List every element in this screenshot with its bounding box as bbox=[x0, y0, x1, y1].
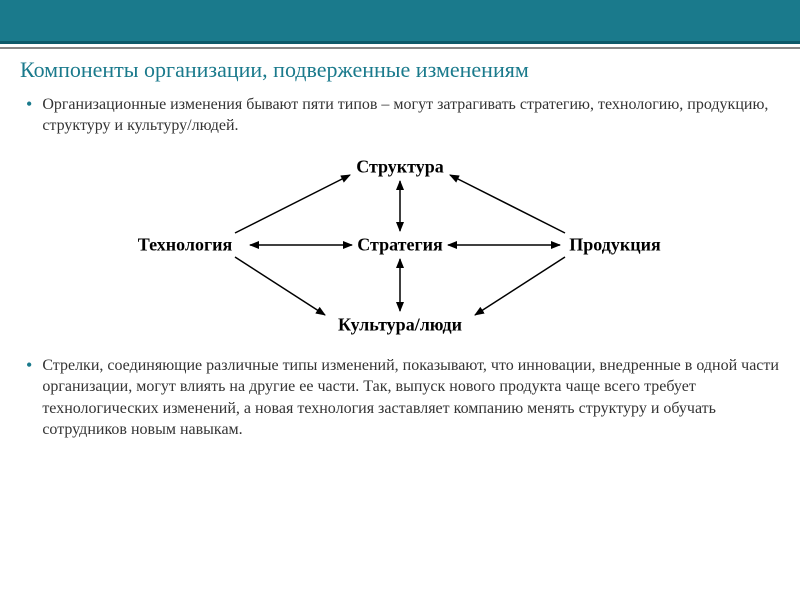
bullet-text-2: Стрелки, соединяющие различные типы изме… bbox=[42, 355, 780, 441]
bullet-item-2: • Стрелки, соединяющие различные типы из… bbox=[20, 355, 780, 441]
diagram-node-structure: Структура bbox=[356, 156, 444, 177]
diagram-edge bbox=[235, 175, 350, 233]
bullet-text-1: Организационные изменения бывают пяти ти… bbox=[42, 94, 780, 137]
diagram-container: Структура Технология Стратегия Продукция Кул… bbox=[20, 145, 780, 345]
diagram-edge bbox=[235, 257, 325, 315]
diagram-node-strategy: Стратегия bbox=[357, 234, 442, 255]
org-change-diagram: Структура Технология Стратегия Продукция Кул… bbox=[100, 145, 700, 345]
slide-content: Компоненты организации, подверженные изм… bbox=[0, 44, 800, 459]
diagram-node-culture: Культура/люди bbox=[338, 314, 462, 335]
slide-title: Компоненты организации, подверженные изм… bbox=[20, 56, 780, 84]
slide-header-bar bbox=[0, 0, 800, 44]
diagram-edge bbox=[450, 175, 565, 233]
diagram-edge bbox=[475, 257, 565, 315]
bullet-item-1: • Организационные изменения бывают пяти … bbox=[20, 94, 780, 137]
diagram-node-technology: Технология bbox=[138, 234, 232, 255]
diagram-node-product: Продукция bbox=[569, 234, 660, 255]
bullet-dot-icon: • bbox=[26, 94, 32, 116]
bullet-dot-icon: • bbox=[26, 355, 32, 377]
